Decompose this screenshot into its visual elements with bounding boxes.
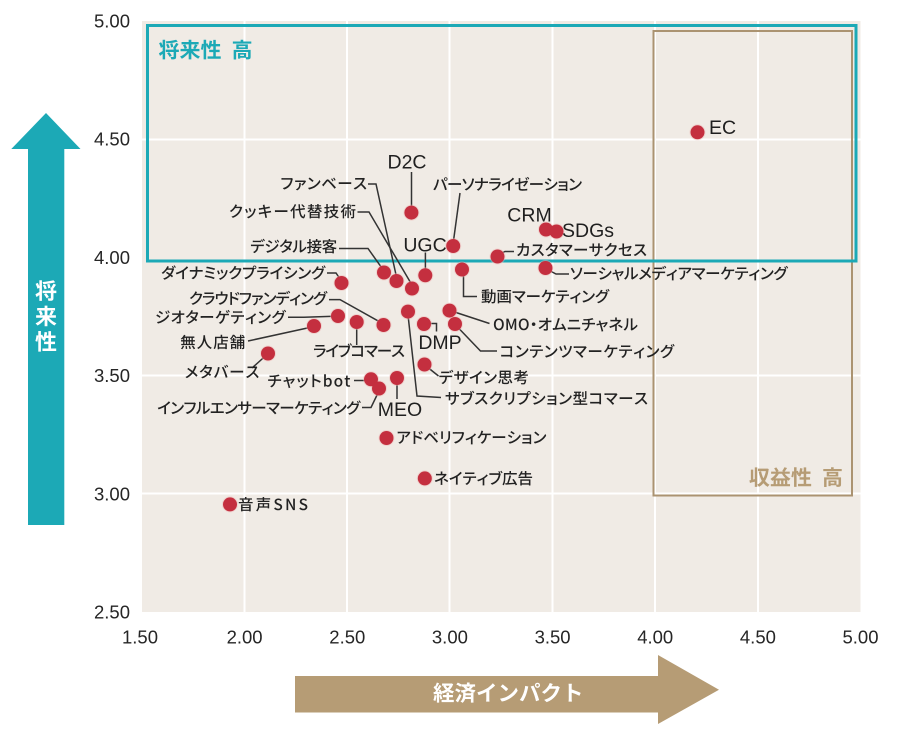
svg-text:D2C: D2C bbox=[387, 152, 426, 174]
svg-text:3.50: 3.50 bbox=[535, 627, 571, 648]
svg-text:3.50: 3.50 bbox=[94, 365, 130, 386]
svg-text:2.00: 2.00 bbox=[227, 627, 263, 648]
svg-text:5.00: 5.00 bbox=[94, 11, 130, 32]
svg-text:5.00: 5.00 bbox=[842, 627, 878, 648]
svg-text:4.50: 4.50 bbox=[740, 627, 776, 648]
svg-text:EC: EC bbox=[709, 117, 736, 139]
svg-text:4.00: 4.00 bbox=[94, 247, 130, 268]
svg-text:3.00: 3.00 bbox=[432, 627, 468, 648]
svg-text:CRM: CRM bbox=[507, 204, 551, 226]
svg-text:SDGs: SDGs bbox=[562, 220, 614, 242]
svg-text:4.50: 4.50 bbox=[94, 129, 130, 150]
svg-text:4.00: 4.00 bbox=[637, 627, 673, 648]
svg-text:2.50: 2.50 bbox=[94, 602, 130, 623]
svg-text:3.00: 3.00 bbox=[94, 483, 130, 504]
svg-text:1.50: 1.50 bbox=[122, 627, 158, 648]
svg-text:UGC: UGC bbox=[403, 235, 446, 257]
svg-text:2.50: 2.50 bbox=[329, 627, 365, 648]
svg-text:MEO: MEO bbox=[378, 399, 422, 421]
svg-text:DMP: DMP bbox=[418, 332, 461, 354]
